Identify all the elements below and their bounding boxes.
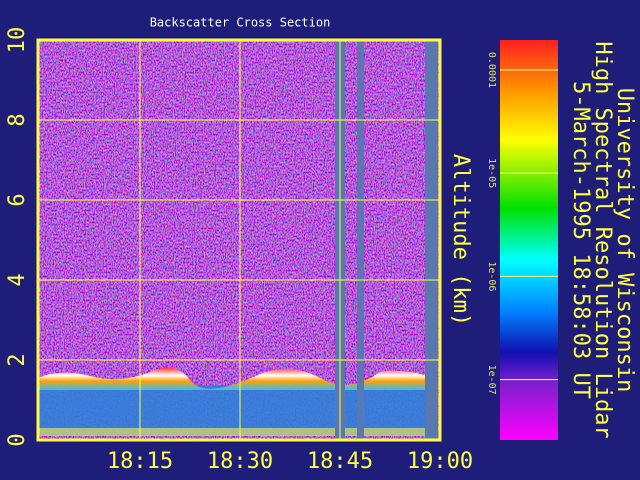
- colorbar: [500, 40, 558, 440]
- x-tick-label: 18:45: [307, 449, 373, 474]
- x-tick-label: 18:30: [207, 449, 273, 474]
- y-tick-label: 2: [5, 353, 30, 366]
- y-tick-label: 8: [5, 113, 30, 126]
- y-tick-label: 4: [5, 273, 30, 286]
- backscatter-image: [38, 40, 440, 440]
- surface-band: [38, 428, 428, 436]
- side-title: University of Wisconsin: [612, 88, 637, 393]
- side-title: High Spectral Resolution Lidar: [590, 41, 615, 438]
- x-tick-label: 18:15: [107, 449, 173, 474]
- colorbar-tick-label: 1e-06: [486, 261, 497, 291]
- y-tick-label: 0: [5, 433, 30, 446]
- colorbar-tick-label: 0.0001: [486, 52, 497, 88]
- colorbar-tick-label: 1e-05: [486, 158, 497, 188]
- data-gap: [357, 40, 364, 440]
- boundary-layer: [38, 385, 428, 435]
- boundary-top: [38, 367, 428, 390]
- y-tick-label: 6: [5, 193, 30, 206]
- x-tick-label: 19:00: [407, 449, 473, 474]
- chart-title: Backscatter Cross Section: [150, 16, 331, 30]
- y-tick-label: 10: [5, 27, 30, 54]
- colorbar-tick-label: 1e-07: [486, 365, 497, 395]
- side-title: 5-March-1995 18:58:03 UT: [568, 81, 593, 399]
- data-gap: [425, 40, 438, 440]
- y-axis-label: Altitude (km): [448, 154, 473, 326]
